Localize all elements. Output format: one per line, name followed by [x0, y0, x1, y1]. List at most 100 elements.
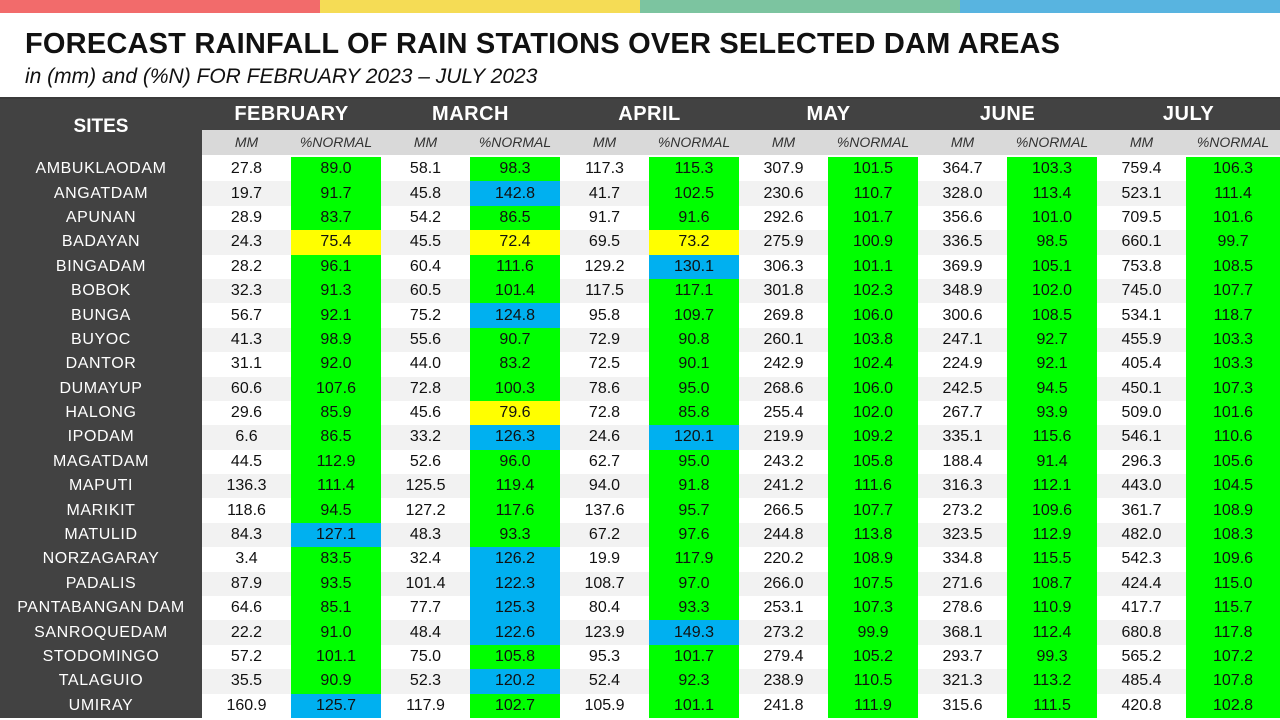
mm-value: 72.8 — [560, 400, 649, 426]
table-row: TALAGUIO 35.5 90.9 52.3 120.2 52.4 92.3 238.9 11… — [0, 669, 1280, 694]
mm-value: 56.7 — [202, 303, 291, 328]
mm-value: 244.8 — [739, 522, 828, 548]
mm-value: 364.7 — [918, 157, 1008, 182]
percent-normal-value: 90.9 — [291, 669, 381, 694]
percent-normal-value: 125.7 — [291, 693, 381, 718]
mm-value: 753.8 — [1097, 254, 1187, 279]
percent-normal-value: 107.8 — [1186, 669, 1280, 694]
mm-value: 335.1 — [918, 425, 1008, 450]
percent-normal-value: 108.9 — [1186, 498, 1280, 523]
mm-value: 52.4 — [560, 669, 649, 694]
percent-normal-subheader: %NORMAL — [828, 129, 919, 155]
percent-normal-value: 105.8 — [470, 644, 560, 670]
mm-value: 24.3 — [202, 230, 291, 255]
percent-normal-value: 91.0 — [291, 620, 381, 645]
percent-normal-value: 113.4 — [1007, 181, 1098, 206]
mm-value: 60.6 — [202, 376, 291, 401]
percent-normal-value: 94.5 — [1007, 376, 1098, 401]
month-header: FEBRUARY — [202, 99, 381, 130]
percent-normal-value: 101.6 — [1186, 400, 1280, 426]
percent-normal-value: 90.7 — [470, 327, 560, 353]
mm-subheader: MM — [739, 129, 828, 155]
percent-normal-value: 130.1 — [649, 254, 739, 279]
mm-value: 424.4 — [1097, 571, 1187, 597]
percent-normal-value: 108.5 — [1007, 303, 1098, 328]
mm-value: 60.5 — [381, 278, 470, 304]
mm-value: 105.9 — [560, 693, 649, 718]
site-name: PADALIS — [0, 571, 202, 597]
percent-normal-value: 93.3 — [649, 596, 739, 621]
percent-normal-value: 113.2 — [1007, 669, 1098, 694]
percent-normal-value: 105.8 — [828, 449, 919, 475]
percent-normal-value: 106.3 — [1186, 157, 1280, 182]
mm-value: 52.6 — [381, 449, 470, 475]
mm-value: 108.7 — [560, 571, 649, 597]
percent-normal-value: 127.1 — [291, 522, 381, 548]
table-row: PANTABANGAN DAM 64.6 85.1 77.7 125.3 80.4 93.3… — [0, 596, 1280, 621]
percent-normal-value: 111.6 — [828, 474, 919, 499]
mm-value: 41.7 — [560, 181, 649, 206]
percent-normal-value: 86.5 — [291, 425, 381, 450]
site-name: BOBOK — [0, 278, 202, 304]
mm-value: 268.6 — [739, 376, 828, 401]
mm-value: 62.7 — [560, 449, 649, 475]
percent-normal-value: 92.3 — [649, 669, 739, 694]
percent-normal-value: 91.4 — [1007, 449, 1098, 475]
mm-value: 278.6 — [918, 596, 1008, 621]
percent-normal-value: 109.6 — [1186, 547, 1280, 572]
mm-value: 219.9 — [739, 425, 828, 450]
mm-value: 546.1 — [1097, 425, 1187, 450]
percent-normal-value: 110.6 — [1186, 425, 1280, 450]
percent-normal-value: 112.1 — [1007, 474, 1098, 499]
mm-value: 306.3 — [739, 254, 828, 279]
percent-normal-value: 117.6 — [470, 498, 560, 523]
mm-value: 266.5 — [739, 498, 828, 523]
table-row: MAPUTI 136.3 111.4 125.5 119.4 94.0 91.8 241.2 1… — [0, 474, 1280, 499]
mm-value: 67.2 — [560, 522, 649, 548]
percent-normal-subheader: %NORMAL — [1007, 129, 1098, 155]
percent-normal-value: 105.2 — [828, 644, 919, 670]
mm-value: 296.3 — [1097, 449, 1187, 475]
mm-value: 266.0 — [739, 571, 828, 597]
percent-normal-value: 90.8 — [649, 327, 739, 353]
title-divider — [0, 97, 1280, 99]
percent-normal-value: 104.5 — [1186, 474, 1280, 499]
percent-normal-value: 98.5 — [1007, 230, 1098, 255]
mm-value: 6.6 — [202, 425, 291, 450]
mm-value: 117.9 — [381, 693, 470, 718]
mm-value: 69.5 — [560, 230, 649, 255]
table-row: BADAYAN 24.3 75.4 45.5 72.4 69.5 73.2 275.9 100.… — [0, 230, 1280, 255]
mm-value: 28.2 — [202, 254, 291, 279]
percent-normal-value: 115.0 — [1186, 571, 1280, 597]
percent-normal-value: 102.7 — [470, 693, 560, 718]
mm-value: 241.8 — [739, 693, 828, 718]
mm-value: 275.9 — [739, 230, 828, 255]
band-segment-green — [640, 0, 960, 13]
mm-value: 95.8 — [560, 303, 649, 328]
mm-value: 334.8 — [918, 547, 1008, 572]
mm-value: 29.6 — [202, 400, 291, 426]
percent-normal-value: 92.0 — [291, 352, 381, 377]
mm-value: 75.0 — [381, 644, 470, 670]
percent-normal-value: 99.7 — [1186, 230, 1280, 255]
sites-header: SITES — [0, 99, 202, 155]
site-name: MARIKIT — [0, 498, 202, 523]
mm-value: 534.1 — [1097, 303, 1187, 328]
percent-normal-value: 111.9 — [828, 693, 919, 718]
percent-normal-value: 110.9 — [1007, 596, 1098, 621]
percent-normal-value: 115.5 — [1007, 547, 1098, 572]
mm-value: 247.1 — [918, 327, 1008, 353]
month-header-row: SITES FEBRUARY MARCH APRIL MAY JUNE JULY — [0, 99, 1280, 155]
percent-normal-value: 111.5 — [1007, 693, 1098, 718]
percent-normal-value: 107.3 — [1186, 376, 1280, 401]
mm-value: 32.3 — [202, 278, 291, 304]
percent-normal-value: 107.7 — [1186, 278, 1280, 304]
percent-normal-subheader: %NORMAL — [291, 129, 381, 155]
percent-normal-value: 111.4 — [291, 474, 381, 499]
percent-normal-value: 117.8 — [1186, 620, 1280, 645]
site-name: MAPUTI — [0, 474, 202, 499]
mm-value: 565.2 — [1097, 644, 1187, 670]
site-name: MAGATDAM — [0, 449, 202, 475]
percent-normal-value: 101.5 — [828, 157, 919, 182]
site-name: SANROQUEDAM — [0, 620, 202, 645]
